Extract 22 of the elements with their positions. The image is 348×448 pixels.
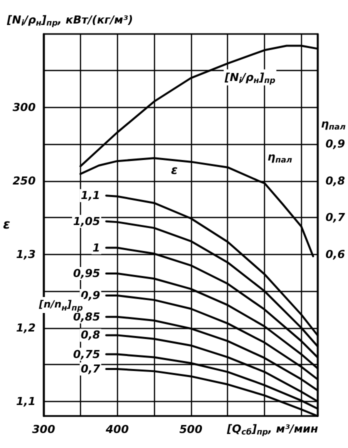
series-label: 0,95 [73, 266, 101, 280]
y-tick-label: 1,2 [16, 321, 36, 334]
x-tick-label: 400 [104, 423, 130, 436]
series-label: 1,05 [73, 214, 101, 228]
y-tick-label: 1,3 [16, 248, 36, 261]
series-label: 0,8 [80, 328, 101, 342]
x-tick-label: 500 [179, 423, 203, 436]
series-label: 1,1 [80, 189, 100, 202]
y-tick-label: 1,1 [16, 394, 36, 408]
y2-tick-label: 0,8 [326, 174, 346, 188]
series-label: 1 [92, 241, 100, 254]
y2-tick-label: 0,7 [326, 211, 346, 224]
annotation: ε [171, 163, 178, 177]
x-tick-label: 300 [32, 423, 56, 436]
y2-tick-label: 0,6 [326, 248, 346, 261]
series-label: 0,75 [73, 348, 101, 361]
series-label: 0,9 [80, 289, 101, 302]
y3-tick-label: 250 [12, 174, 36, 188]
series-label: 0,7 [80, 362, 101, 376]
y2-tick-label: 0,9 [326, 138, 346, 151]
y-axis-title: ε [2, 218, 10, 232]
y3-tick-label: 300 [12, 100, 36, 114]
